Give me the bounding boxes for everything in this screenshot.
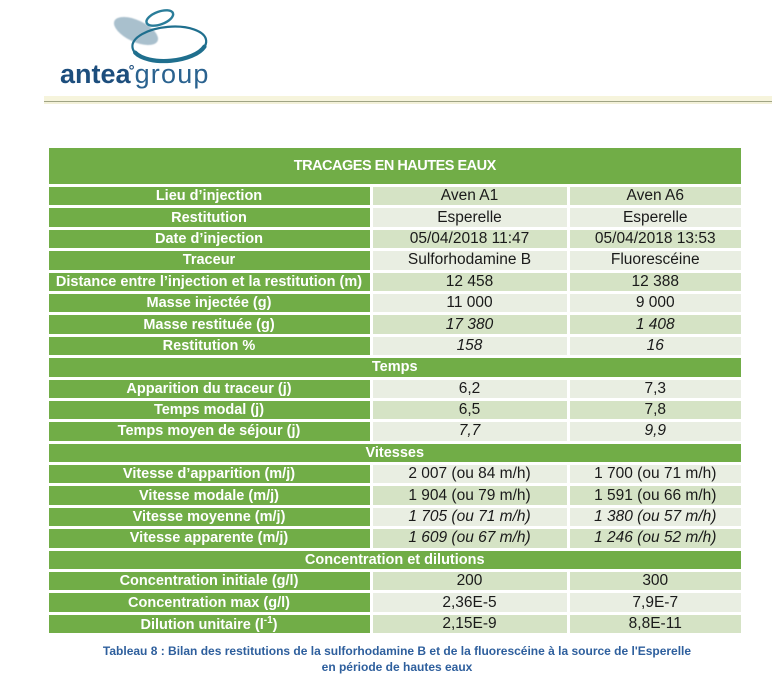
svg-text:group: group — [135, 59, 210, 89]
svg-text:antea: antea — [60, 59, 132, 89]
